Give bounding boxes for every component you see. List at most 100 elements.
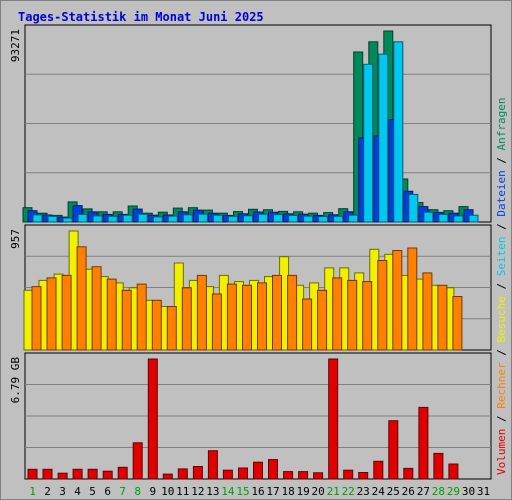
bar-volumen-day-27 [418, 406, 429, 480]
bar-volumen-day-23 [358, 472, 369, 480]
bar-volumen-day-6 [102, 470, 113, 480]
bar-volumen-day-9 [147, 358, 158, 480]
bar-volumen-day-16 [253, 461, 263, 480]
bar-volumen-day-2 [42, 468, 53, 480]
x-tick-label-day-22: 22 [342, 485, 355, 498]
bar-volumen-day-20 [313, 472, 324, 480]
legend-separator: / [495, 150, 508, 170]
x-tick-label-day-7: 7 [119, 485, 126, 498]
bar-volumen-day-29 [448, 463, 459, 480]
bar-seiten-day-11 [182, 214, 193, 223]
y-max-label-middle: 957 [9, 229, 22, 249]
bar-rechner-day-18 [287, 274, 298, 351]
bar-rechner-day-23 [362, 281, 373, 351]
bar-seiten-day-19 [303, 215, 314, 223]
bar-seiten-day-27 [423, 211, 434, 223]
legend-entry-anfragen: Anfragen [495, 97, 508, 150]
x-tick-label-day-2: 2 [44, 485, 51, 498]
x-tick-label-day-26: 26 [402, 485, 415, 498]
x-tick-label-day-9: 9 [149, 485, 156, 498]
bar-rechner-day-15 [242, 284, 252, 351]
x-tick-label-day-10: 10 [161, 485, 174, 498]
x-tick-label-day-14: 14 [221, 485, 235, 498]
x-tick-label-day-17: 17 [266, 485, 279, 498]
legend-entry-besuche: Besuche [495, 296, 508, 342]
bar-volumen-day-15 [238, 467, 248, 480]
bar-seiten-day-5 [92, 215, 103, 223]
bar-rechner-day-29 [452, 296, 463, 351]
bar-volumen-day-18 [283, 471, 294, 480]
x-tick-label-day-19: 19 [296, 485, 309, 498]
bar-seiten-day-15 [243, 215, 253, 223]
bar-volumen-day-10 [162, 473, 173, 480]
bar-seiten-day-13 [212, 214, 223, 223]
bar-rechner-day-10 [166, 306, 177, 351]
x-tick-label-day-30: 30 [462, 485, 475, 498]
bar-volumen-day-26 [403, 467, 414, 480]
bar-rechner-day-25 [392, 250, 403, 351]
bar-rechner-day-2 [46, 277, 57, 351]
bar-seiten-day-17 [273, 214, 283, 223]
bar-volumen-day-4 [72, 468, 83, 480]
bar-seiten-day-20 [318, 216, 329, 223]
bar-seiten-day-29 [453, 215, 464, 223]
legend-entry-volumen: Volumen [495, 429, 508, 475]
bar-seiten-day-4 [77, 213, 88, 223]
bar-rechner-day-26 [407, 247, 418, 351]
x-tick-label-day-21: 21 [327, 485, 340, 498]
bar-volumen-day-13 [207, 450, 218, 480]
bar-seiten-day-26 [408, 193, 419, 223]
bar-seiten-day-30 [468, 214, 479, 223]
bar-rechner-day-16 [257, 282, 267, 351]
panel-bottom: 6.79 GB [9, 352, 492, 480]
bar-seiten-day-24 [378, 53, 389, 223]
bar-volumen-day-22 [343, 469, 354, 480]
x-tick-label-day-4: 4 [74, 485, 81, 498]
x-tick-label-day-18: 18 [281, 485, 294, 498]
legend-separator: / [495, 276, 508, 296]
bar-volumen-day-5 [87, 468, 98, 480]
bar-volumen-day-7 [117, 466, 128, 480]
legend-entry-dateien: Dateien [495, 170, 508, 216]
bar-rechner-day-6 [106, 278, 117, 351]
bar-seiten-day-14 [227, 215, 238, 223]
bar-rechner-day-3 [61, 274, 72, 351]
bar-rechner-day-20 [317, 289, 328, 351]
bar-seiten-day-3 [62, 217, 73, 223]
x-tick-label-day-1: 1 [29, 485, 36, 498]
bar-seiten-day-6 [107, 215, 118, 223]
bar-volumen-day-28 [433, 452, 444, 480]
bar-volumen-day-3 [57, 472, 68, 480]
bar-rechner-day-21 [332, 277, 343, 351]
x-tick-label-day-11: 11 [176, 485, 189, 498]
x-tick-label-day-6: 6 [104, 485, 111, 498]
bar-rechner-day-11 [181, 287, 192, 351]
bar-rechner-day-27 [422, 272, 433, 351]
x-tick-label-day-8: 8 [134, 485, 141, 498]
bar-seiten-day-28 [438, 213, 449, 223]
x-tick-label-day-5: 5 [89, 485, 96, 498]
y-max-label-top: 93271 [9, 29, 22, 62]
x-tick-label-day-27: 27 [417, 485, 430, 498]
x-tick-label-day-28: 28 [432, 485, 445, 498]
x-tick-label-day-20: 20 [311, 485, 324, 498]
bar-rechner-day-17 [272, 274, 282, 351]
bar-rechner-day-19 [302, 298, 313, 351]
x-tick-label-day-13: 13 [206, 485, 219, 498]
bar-rechner-day-7 [121, 289, 132, 351]
bar-volumen-day-24 [373, 460, 384, 480]
legend-entry-seiten: Seiten [495, 237, 508, 277]
x-tick-label-day-12: 12 [191, 485, 204, 498]
bar-volumen-day-8 [132, 442, 143, 480]
bar-rechner-day-9 [151, 299, 162, 351]
x-tick-label-day-25: 25 [387, 485, 400, 498]
bar-volumen-day-11 [177, 468, 188, 480]
bar-seiten-day-10 [167, 215, 178, 223]
y-max-label-bottom: 6.79 GB [9, 357, 22, 404]
bar-seiten-day-18 [288, 214, 299, 223]
x-tick-label-day-31: 31 [477, 485, 490, 498]
bar-seiten-day-9 [152, 216, 163, 223]
chart-legend: Volumen / Rechner / Besuche / Seiten / D… [495, 97, 508, 475]
bar-rechner-day-14 [226, 283, 237, 351]
